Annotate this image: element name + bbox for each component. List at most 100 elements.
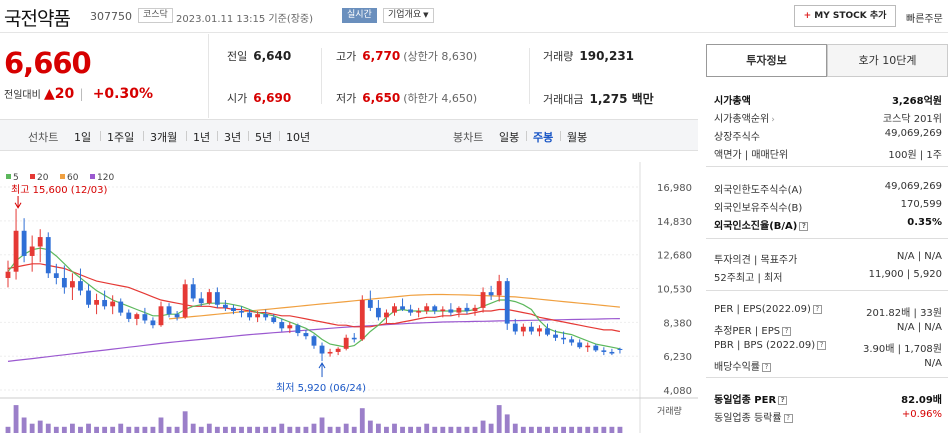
price-change: 전일대비 ▲20 | +0.30% bbox=[4, 86, 153, 102]
info-key: 52주최고 | 최저 bbox=[714, 269, 782, 284]
info-value: +0.96% bbox=[901, 409, 942, 420]
volume-bar bbox=[110, 426, 116, 433]
volume-bar bbox=[70, 423, 75, 433]
ma60-line bbox=[168, 293, 620, 320]
candle-body bbox=[29, 246, 35, 256]
candle-body bbox=[287, 325, 293, 329]
tab-investment-info[interactable]: 투자정보 bbox=[706, 44, 827, 77]
candle-body bbox=[367, 300, 373, 308]
candle-body bbox=[94, 300, 99, 305]
candle-weekly[interactable]: 주봉 bbox=[533, 131, 554, 144]
period-1y[interactable]: 1년 bbox=[193, 131, 211, 144]
help-icon[interactable]: ? bbox=[817, 340, 827, 350]
candle-body bbox=[496, 281, 502, 296]
stat-label: 고가 bbox=[336, 50, 357, 63]
volume-bar bbox=[271, 426, 277, 433]
period-10y[interactable]: 10년 bbox=[286, 131, 311, 144]
candle-body bbox=[392, 306, 397, 313]
candle-body bbox=[416, 311, 422, 313]
volume-bar bbox=[416, 426, 422, 433]
ma20-line bbox=[7, 263, 621, 333]
stat-label: 전일 bbox=[227, 50, 248, 63]
candle-body bbox=[528, 326, 534, 332]
volume-bar bbox=[424, 423, 430, 433]
candle-body bbox=[424, 306, 430, 312]
candle-body bbox=[86, 290, 91, 305]
info-row: 상장주식수 49,069,269 bbox=[714, 126, 946, 143]
candle-body bbox=[432, 306, 438, 312]
volume-bar bbox=[327, 426, 333, 433]
info-row: 투자의견 | 목표주가 N/A | N/A bbox=[714, 249, 946, 266]
info-key-text: 52주최고 | 최저 bbox=[714, 273, 783, 284]
candle-body bbox=[480, 292, 486, 308]
stat-value: 6,770 bbox=[362, 49, 401, 63]
help-icon[interactable]: ? bbox=[778, 395, 788, 405]
volume-bar bbox=[585, 426, 591, 433]
volume-bar bbox=[182, 411, 188, 433]
candle-body bbox=[61, 277, 67, 288]
volume-bar bbox=[351, 426, 357, 433]
legend-label: 20 bbox=[37, 173, 49, 183]
volume-bar bbox=[488, 423, 494, 433]
chevron-right-icon[interactable]: › bbox=[771, 115, 775, 125]
volume-bar bbox=[440, 426, 446, 433]
legend-swatch bbox=[30, 174, 35, 179]
ma120-line bbox=[7, 318, 620, 362]
plus-icon: + bbox=[803, 11, 812, 21]
candle-monthly[interactable]: 월봉 bbox=[567, 131, 588, 144]
candle-body bbox=[295, 325, 301, 334]
divider bbox=[186, 131, 187, 141]
volume-bar bbox=[480, 420, 486, 433]
volume-bar bbox=[569, 426, 575, 433]
volume-bar bbox=[343, 423, 349, 433]
stat-value: 6,690 bbox=[253, 91, 292, 105]
stat-value: 190,231 bbox=[579, 49, 635, 63]
stock-chart[interactable]: 16,980 14,830 12,680 10,530 8,380 6,230 4,080 5… bbox=[0, 152, 698, 433]
help-icon[interactable]: ? bbox=[762, 362, 771, 372]
candle-body bbox=[158, 306, 164, 326]
volume-bar bbox=[231, 426, 236, 433]
change-percent: +0.30% bbox=[92, 86, 153, 102]
candle-daily[interactable]: 일봉 bbox=[499, 131, 520, 144]
stat-value: 6,640 bbox=[253, 49, 292, 63]
info-key: 동일업종 PER? bbox=[714, 391, 788, 406]
line-chart-label: 선차트 bbox=[28, 131, 59, 144]
divider bbox=[100, 131, 101, 141]
candle-body bbox=[311, 336, 317, 346]
candle-body bbox=[327, 351, 333, 354]
candle-body bbox=[456, 307, 462, 313]
help-icon[interactable]: ? bbox=[783, 413, 793, 423]
help-icon[interactable]: ? bbox=[782, 326, 792, 336]
period-5y[interactable]: 5년 bbox=[255, 131, 273, 144]
info-row: 동일업종 PER? 82.09배 bbox=[714, 389, 946, 406]
period-3m[interactable]: 3개월 bbox=[150, 131, 178, 144]
candle-body bbox=[150, 320, 156, 326]
realtime-badge[interactable]: 실시간 bbox=[342, 8, 377, 23]
candlestick-chart-svg[interactable]: 16,980 14,830 12,680 10,530 8,380 6,230 4,080 5… bbox=[0, 152, 698, 433]
volume-bar bbox=[287, 426, 293, 433]
candle-body bbox=[343, 337, 349, 349]
info-row: 시가총액순위 › 코스닥 201위 bbox=[714, 108, 946, 125]
info-value: N/A | N/A bbox=[896, 322, 942, 333]
divider bbox=[706, 290, 948, 291]
tab-orderbook[interactable]: 호가 10단계 bbox=[827, 44, 948, 77]
timestamp: 2023.01.11 13:15 기준(장중) bbox=[176, 14, 314, 25]
mystock-add-button[interactable]: + MY STOCK 추가 bbox=[794, 5, 896, 27]
info-key: 시가총액순위 › bbox=[714, 110, 775, 125]
help-icon[interactable]: ? bbox=[812, 304, 822, 314]
period-1w[interactable]: 1주일 bbox=[107, 131, 135, 144]
corp-overview-button[interactable]: 기업개요 ▼ bbox=[383, 8, 434, 23]
annotation-arrow-head bbox=[318, 362, 326, 369]
help-icon[interactable]: ? bbox=[799, 221, 809, 231]
info-value: 3,268억원 bbox=[891, 96, 942, 107]
candle-body bbox=[182, 284, 188, 318]
volume-bar bbox=[247, 426, 252, 433]
info-key-text: 추정PER | EPS bbox=[714, 326, 781, 337]
info-key-text: 시가총액순위 bbox=[714, 114, 770, 125]
candle-body bbox=[408, 309, 414, 313]
stat-label: 거래량 bbox=[543, 50, 574, 63]
period-1d[interactable]: 1일 bbox=[74, 131, 92, 144]
ma5-line bbox=[7, 247, 621, 350]
quick-order-link[interactable]: 빠른주문 bbox=[906, 14, 943, 25]
period-3y[interactable]: 3년 bbox=[224, 131, 242, 144]
